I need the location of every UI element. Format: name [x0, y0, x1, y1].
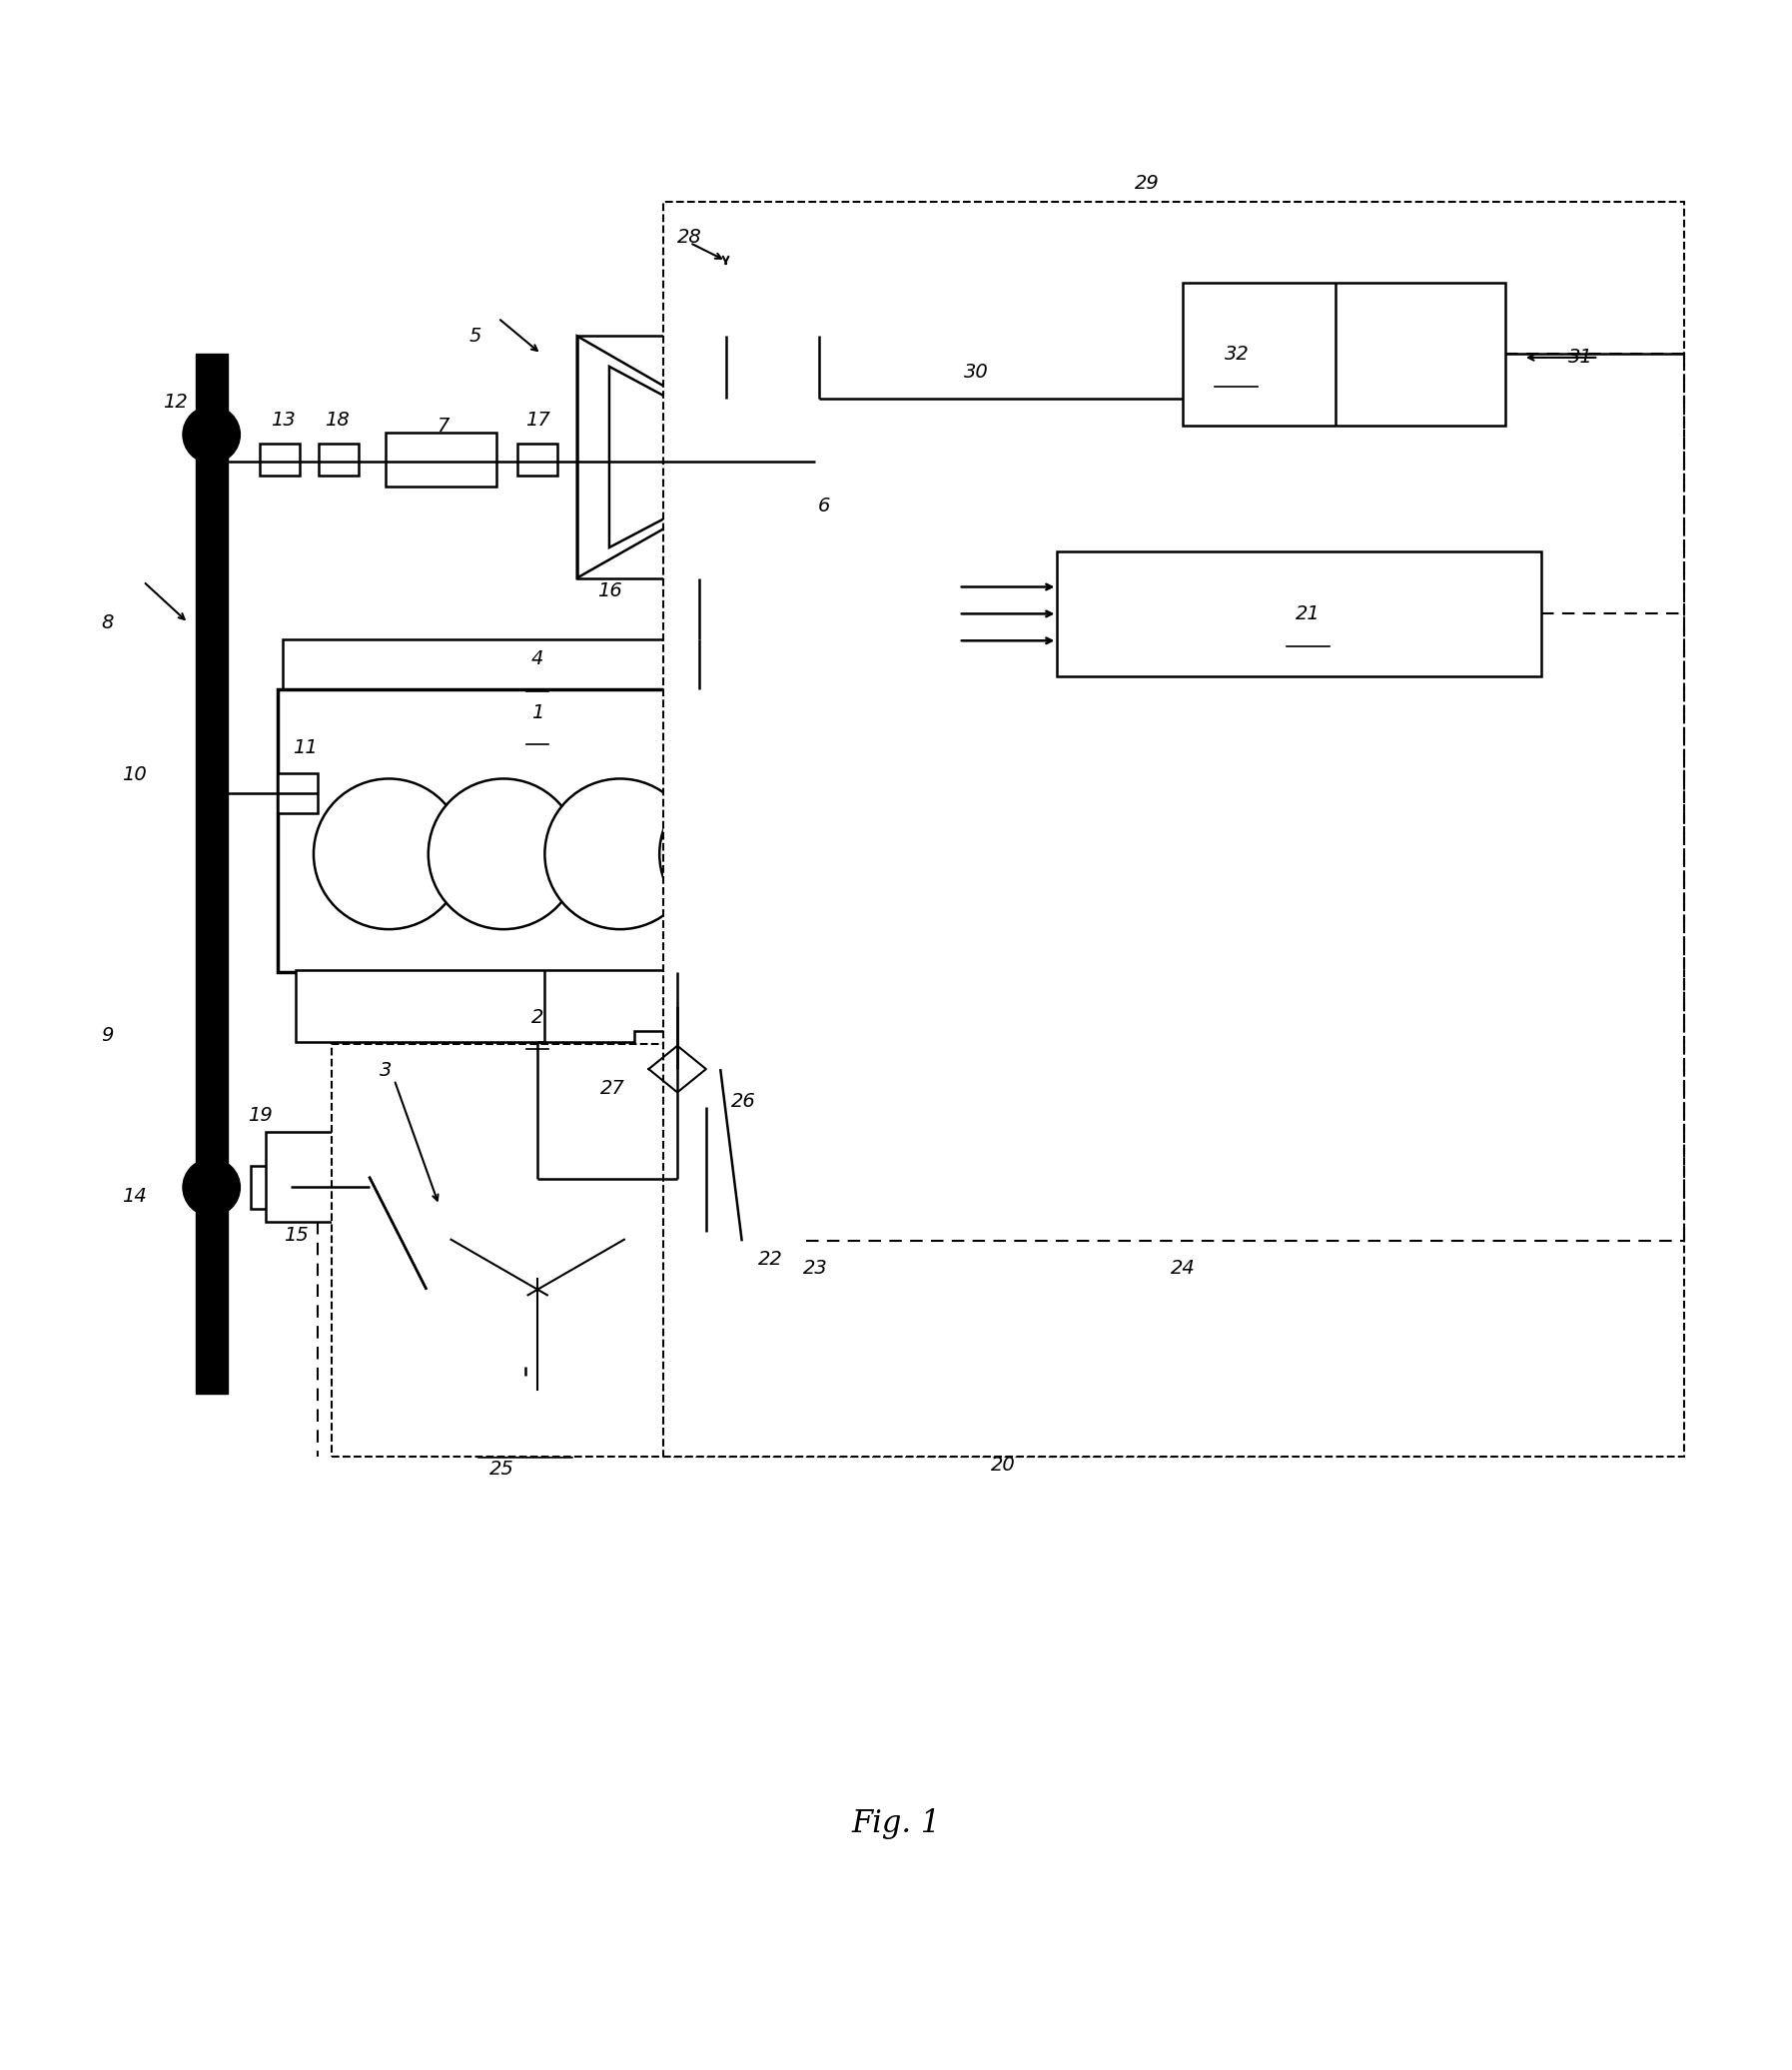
Circle shape — [659, 778, 810, 929]
Text: 18: 18 — [324, 410, 349, 431]
Text: 7: 7 — [437, 416, 448, 435]
Bar — [663, 201, 1684, 1455]
Bar — [634, 1031, 720, 1107]
Text: 31: 31 — [1568, 348, 1593, 366]
Bar — [1183, 282, 1505, 426]
Text: 15: 15 — [283, 1225, 308, 1246]
Bar — [265, 1132, 369, 1221]
Text: 3: 3 — [380, 1062, 391, 1081]
Text: 4: 4 — [532, 650, 543, 669]
Text: 16: 16 — [597, 582, 622, 600]
Circle shape — [183, 1159, 240, 1215]
Bar — [478, 1366, 572, 1455]
Text: 11: 11 — [292, 739, 317, 758]
Text: 28: 28 — [677, 228, 702, 246]
Text: 9: 9 — [102, 1025, 113, 1045]
Text: 30: 30 — [964, 362, 989, 381]
Bar — [296, 971, 794, 1041]
Bar — [319, 443, 358, 476]
Bar — [332, 1043, 1281, 1455]
Circle shape — [183, 406, 240, 464]
Text: 14: 14 — [122, 1186, 147, 1207]
Bar — [278, 774, 317, 814]
Text: 2: 2 — [532, 1008, 543, 1027]
Text: 32: 32 — [1224, 344, 1249, 364]
Bar — [681, 265, 771, 335]
Circle shape — [314, 778, 464, 929]
Text: 8: 8 — [102, 613, 113, 631]
Text: 6: 6 — [819, 497, 830, 515]
Text: 12: 12 — [163, 393, 188, 412]
Text: 25: 25 — [489, 1459, 514, 1478]
Text: 23: 23 — [803, 1259, 828, 1277]
Text: 1: 1 — [532, 704, 543, 722]
Text: 29: 29 — [1134, 174, 1159, 193]
Circle shape — [487, 1240, 588, 1339]
Bar — [577, 335, 819, 578]
Text: 10: 10 — [122, 766, 147, 785]
Text: 22: 22 — [758, 1250, 783, 1269]
Text: 20: 20 — [991, 1455, 1016, 1474]
Bar — [1057, 551, 1541, 677]
Text: 5: 5 — [470, 327, 480, 346]
Text: 21: 21 — [1296, 604, 1321, 623]
Bar — [659, 1232, 753, 1377]
Text: 26: 26 — [731, 1091, 756, 1112]
Text: 13: 13 — [271, 410, 296, 431]
Bar — [251, 1165, 290, 1209]
Bar — [385, 433, 496, 486]
Bar — [518, 443, 557, 476]
Bar — [260, 443, 299, 476]
Text: 27: 27 — [600, 1078, 625, 1099]
Text: 17: 17 — [525, 410, 550, 431]
Bar — [278, 689, 815, 973]
Text: Fig. 1: Fig. 1 — [851, 1807, 941, 1838]
Text: 24: 24 — [1170, 1259, 1195, 1277]
Text: 19: 19 — [247, 1105, 272, 1126]
Circle shape — [428, 778, 579, 929]
Bar — [283, 640, 803, 689]
Circle shape — [426, 1178, 649, 1401]
Circle shape — [545, 778, 695, 929]
Circle shape — [742, 1209, 806, 1273]
